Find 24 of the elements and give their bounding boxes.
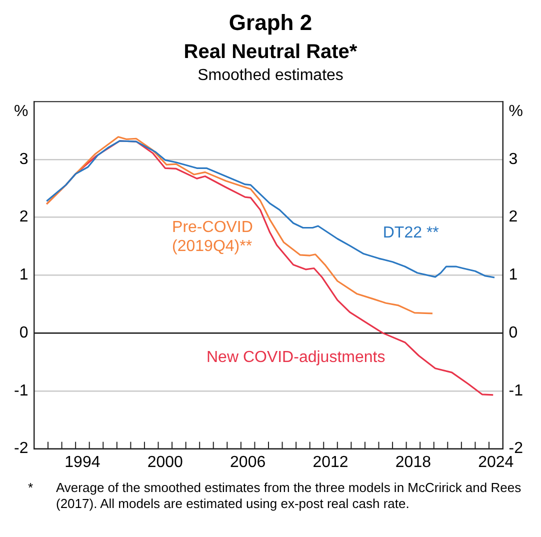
y2-tick-label: 3 [508, 150, 518, 168]
x-tick-label: 2006 [230, 454, 266, 471]
y-tick-label: -1 [14, 382, 28, 400]
series-label: Pre-COVID (2019Q4)** [172, 218, 253, 255]
y-tick-label: 0 [19, 324, 28, 342]
y2-axis-title: % [508, 103, 524, 120]
text: * Average of the smoothed estimates from the three models in McCririck and Rees (2017). All models are estimated using ex-post real cash rate. [28, 480, 522, 511]
y-tick-label: 1 [19, 266, 28, 284]
y-tick-label: 3 [19, 150, 28, 168]
y2-tick-label: -1 [508, 382, 524, 400]
series-label: New COVID-adjustments [206, 349, 386, 366]
y2-tick-label: 1 [508, 266, 518, 284]
chart-subtitle: Smoothed estimates [196, 66, 344, 86]
x-tick-label: 2012 [312, 454, 348, 471]
y-tick-label: -2 [14, 440, 28, 458]
y2-tick-label: 0 [508, 324, 518, 342]
x-tick-label: 1994 [64, 454, 100, 471]
chart-title: Graph 2 Real Neutral Rate* [182, 9, 358, 65]
x-tick-label: 2000 [147, 454, 184, 471]
y-axis-title: % [14, 103, 28, 120]
series-label: DT22 ** [382, 224, 439, 242]
y-tick-label: 2 [19, 208, 28, 226]
y2-tick-label: 2 [508, 208, 518, 226]
x-tick-label: 2018 [395, 454, 432, 471]
